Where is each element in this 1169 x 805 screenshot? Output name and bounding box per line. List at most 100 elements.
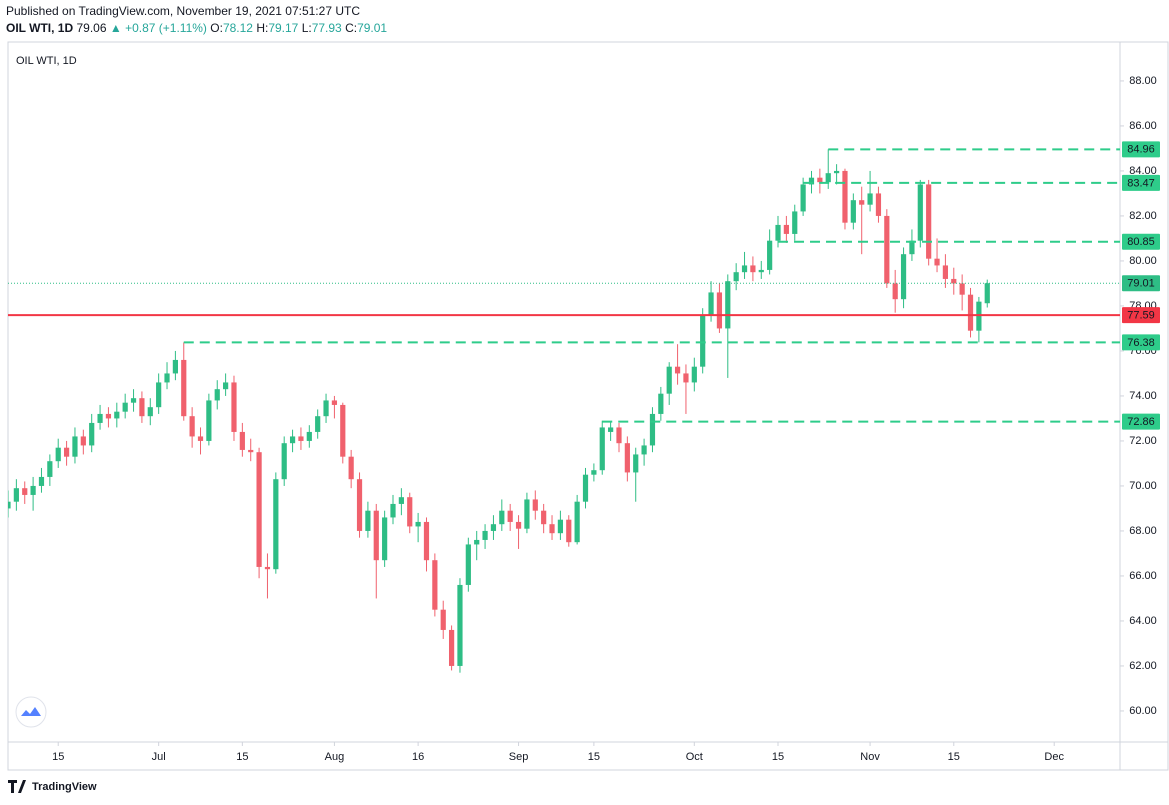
candle-body	[566, 519, 572, 543]
candle-body	[917, 184, 923, 241]
candle-body	[331, 400, 338, 405]
y-tick-label: 74.00	[1129, 390, 1157, 402]
candle-body	[934, 258, 940, 266]
candle-body	[239, 431, 245, 450]
candle-body	[147, 407, 153, 417]
candle-body	[490, 524, 497, 531]
x-tick-label: 15	[588, 751, 600, 763]
y-tick-label: 62.00	[1129, 660, 1157, 672]
candle-body	[373, 510, 379, 561]
candle-body	[691, 366, 697, 383]
candle-body	[114, 411, 120, 419]
candle-body	[231, 382, 237, 432]
candle-body	[683, 373, 689, 383]
x-tick-label: 15	[772, 751, 784, 763]
price-label: 72.86	[1127, 416, 1155, 428]
price-label-box	[1122, 141, 1160, 158]
candle-body	[524, 499, 530, 529]
candle-body	[624, 443, 630, 473]
candle-body	[432, 560, 438, 610]
candle-body	[465, 544, 471, 585]
candle-body	[633, 454, 639, 473]
price-label: 77.59	[1127, 310, 1155, 322]
price-label: 84.96	[1127, 144, 1155, 156]
candle-body	[22, 488, 28, 495]
price-label: 76.38	[1127, 337, 1155, 349]
candle-body	[608, 427, 614, 432]
candle-body	[541, 510, 547, 525]
candle-body	[197, 436, 204, 441]
candle-body	[700, 314, 706, 367]
candle-body	[448, 629, 455, 666]
candle-body	[967, 294, 974, 331]
candle-body	[507, 510, 513, 522]
candle-body	[264, 566, 271, 570]
candle-body	[984, 283, 990, 304]
chart-title: OIL WTI, 1D	[16, 55, 77, 67]
candle-body	[356, 479, 363, 531]
candle-body	[13, 488, 19, 502]
candle-body	[850, 200, 856, 223]
brand-name: TradingView	[32, 781, 97, 793]
candle-body	[315, 416, 321, 432]
candle-body	[30, 485, 36, 495]
candle-body	[959, 283, 965, 295]
candle-body	[105, 413, 112, 419]
candle-body	[658, 393, 664, 414]
y-tick-label: 80.00	[1129, 255, 1157, 267]
candle-body	[767, 240, 773, 270]
price-label-box	[1122, 334, 1160, 351]
change: +0.87 (+1.11%)	[125, 21, 207, 35]
candle-body	[415, 521, 421, 527]
candle-body	[382, 517, 388, 561]
candle-body	[365, 510, 371, 531]
candle-body	[139, 398, 145, 417]
y-tick-label: 64.00	[1129, 615, 1157, 627]
x-tick-label: Oct	[686, 751, 703, 763]
candle-body	[89, 422, 95, 446]
ohlc-value: 79.17	[268, 21, 298, 35]
price-label-box	[1122, 233, 1160, 250]
ohlc-label: H:	[256, 21, 268, 35]
candle-body	[214, 389, 220, 401]
last-price: 79.06	[76, 21, 106, 35]
candle-body	[248, 449, 254, 453]
candle-body	[582, 474, 589, 502]
candle-body	[457, 584, 463, 666]
candle-body	[641, 445, 647, 455]
logo-shape	[21, 707, 41, 716]
x-tick-label: Aug	[325, 751, 345, 763]
ohlc-label: O:	[210, 21, 223, 35]
brand-logo	[8, 780, 26, 793]
candle-body	[72, 436, 78, 457]
candle-body	[97, 413, 103, 423]
candle-body	[256, 452, 262, 567]
candle-body	[900, 254, 907, 300]
candle-body	[223, 382, 229, 390]
y-tick-label: 68.00	[1129, 525, 1157, 537]
candle-body	[750, 265, 756, 273]
candle-body	[800, 184, 806, 212]
candle-body	[825, 173, 831, 183]
candle-body	[206, 400, 212, 441]
candle-body	[407, 497, 413, 527]
x-tick-label: 15	[236, 751, 248, 763]
candle-body	[708, 292, 714, 315]
candle-body	[725, 281, 731, 329]
candle-body	[591, 470, 597, 475]
logo-circle	[15, 696, 47, 728]
candle-body	[942, 265, 949, 279]
candle-body	[289, 436, 296, 444]
candle-body	[599, 427, 605, 471]
price-label: 80.85	[1127, 236, 1155, 248]
candle-body	[499, 510, 505, 525]
price-label-box	[1122, 275, 1160, 292]
candle-body	[792, 211, 798, 234]
x-tick-label: 15	[52, 751, 64, 763]
candle-body	[80, 436, 86, 446]
candle-body	[63, 447, 70, 457]
x-tick-label: 15	[948, 751, 960, 763]
candle-body	[273, 479, 279, 570]
